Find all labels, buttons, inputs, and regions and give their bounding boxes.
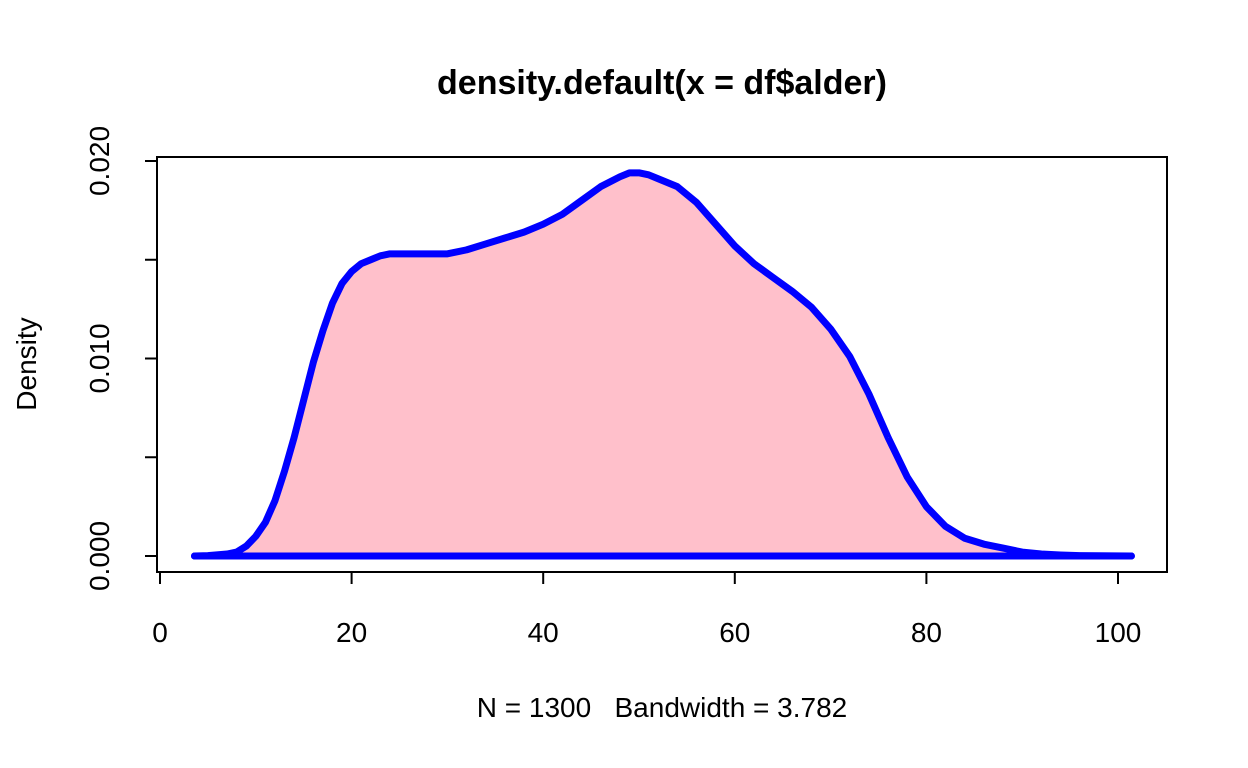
chart-title: density.default(x = df$alder) <box>437 64 887 102</box>
x-tick-label: 60 <box>719 617 750 648</box>
x-tick-label: 80 <box>911 617 942 648</box>
x-axis-label: N = 1300 Bandwidth = 3.782 <box>477 692 848 723</box>
y-axis: 0.000 0.010 0.020 <box>84 126 158 591</box>
y-tick-label: 0.020 <box>84 126 115 196</box>
x-tick-label: 20 <box>336 617 367 648</box>
y-tick-label: 0.000 <box>84 521 115 591</box>
plot-area <box>190 169 1135 560</box>
x-tick-label: 100 <box>1095 617 1142 648</box>
density-fill <box>194 172 1132 556</box>
x-axis: 0 20 40 60 80 100 <box>152 571 1142 648</box>
density-line <box>190 169 1135 560</box>
x-tick-label: 0 <box>152 617 168 648</box>
y-tick-label: 0.010 <box>84 323 115 393</box>
y-axis-label: Density <box>11 317 42 410</box>
x-tick-label: 40 <box>528 617 559 648</box>
